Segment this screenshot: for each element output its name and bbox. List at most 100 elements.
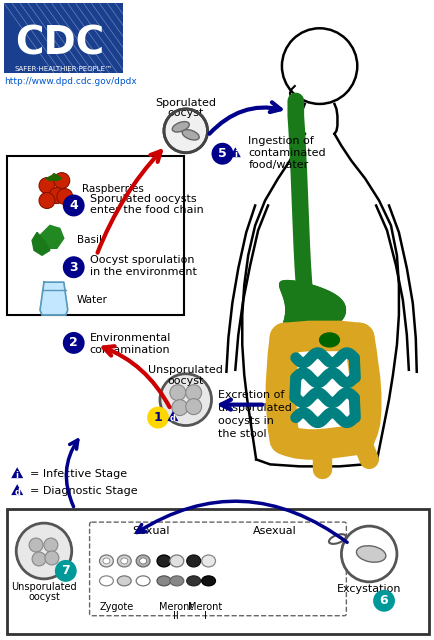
Text: Zygote: Zygote	[99, 602, 133, 612]
FancyBboxPatch shape	[7, 156, 183, 315]
Circle shape	[170, 385, 185, 401]
Polygon shape	[11, 484, 23, 495]
Polygon shape	[32, 232, 50, 255]
Text: = Diagnostic Stage: = Diagnostic Stage	[30, 486, 138, 496]
Circle shape	[16, 523, 72, 579]
Ellipse shape	[139, 558, 146, 564]
Text: Unsporulated: Unsporulated	[11, 582, 77, 592]
Circle shape	[160, 374, 211, 426]
Ellipse shape	[170, 576, 183, 586]
Text: Unsporulated: Unsporulated	[148, 365, 223, 375]
Circle shape	[281, 28, 356, 104]
Text: contamination: contamination	[89, 345, 170, 355]
Circle shape	[29, 538, 43, 552]
Text: Sporulated oocysts: Sporulated oocysts	[89, 193, 196, 204]
Text: i: i	[233, 150, 236, 159]
Text: oocyst: oocyst	[28, 592, 60, 602]
Text: Raspberries: Raspberries	[82, 184, 143, 193]
Text: Ingestion of: Ingestion of	[248, 136, 313, 146]
Text: Basil: Basil	[76, 236, 102, 245]
Circle shape	[45, 551, 59, 565]
Circle shape	[372, 590, 394, 612]
Ellipse shape	[117, 555, 131, 567]
Ellipse shape	[136, 576, 150, 586]
Text: Oocyst sporulation: Oocyst sporulation	[89, 255, 194, 265]
Polygon shape	[229, 147, 240, 157]
Text: oocyst: oocyst	[167, 376, 204, 386]
Ellipse shape	[157, 576, 171, 586]
FancyBboxPatch shape	[89, 522, 345, 616]
Circle shape	[147, 406, 168, 429]
Text: d: d	[169, 414, 175, 423]
Circle shape	[55, 560, 76, 582]
Text: Excystation: Excystation	[336, 584, 401, 594]
Circle shape	[62, 195, 85, 216]
Circle shape	[62, 332, 85, 354]
Ellipse shape	[328, 534, 345, 544]
Text: oocyst: oocyst	[167, 108, 204, 118]
Text: I: I	[204, 611, 207, 621]
Circle shape	[185, 385, 201, 401]
Circle shape	[171, 399, 187, 415]
Text: the stool: the stool	[218, 429, 266, 438]
Polygon shape	[279, 280, 345, 339]
Ellipse shape	[103, 558, 110, 564]
Text: Meront: Meront	[188, 602, 222, 612]
Text: 4: 4	[69, 199, 78, 212]
Polygon shape	[40, 225, 64, 248]
Text: food/water: food/water	[248, 159, 308, 170]
Circle shape	[44, 538, 58, 552]
Text: contaminated: contaminated	[248, 148, 325, 157]
Circle shape	[211, 143, 233, 164]
Text: = Infective Stage: = Infective Stage	[30, 469, 127, 479]
Ellipse shape	[182, 129, 199, 140]
Text: 7: 7	[61, 564, 70, 577]
Ellipse shape	[186, 555, 200, 567]
Circle shape	[39, 193, 55, 209]
Ellipse shape	[201, 576, 215, 586]
Text: 1: 1	[153, 411, 162, 424]
FancyBboxPatch shape	[4, 3, 123, 73]
Ellipse shape	[99, 555, 113, 567]
Text: II: II	[173, 611, 178, 621]
Text: 2: 2	[69, 337, 78, 349]
Text: d: d	[14, 488, 20, 497]
Text: in the environment: in the environment	[89, 268, 196, 277]
Ellipse shape	[170, 555, 183, 567]
Circle shape	[54, 173, 69, 189]
Text: Asexual: Asexual	[253, 526, 296, 536]
Text: Meront: Meront	[158, 602, 193, 612]
FancyBboxPatch shape	[7, 509, 427, 634]
Text: enter the food chain: enter the food chain	[89, 205, 203, 216]
Polygon shape	[11, 467, 23, 478]
Circle shape	[341, 526, 396, 582]
Ellipse shape	[186, 576, 200, 586]
Polygon shape	[40, 282, 68, 315]
Ellipse shape	[99, 576, 113, 586]
Ellipse shape	[121, 558, 128, 564]
Polygon shape	[46, 173, 62, 180]
Text: Environmental: Environmental	[89, 333, 171, 343]
Text: Sporulated: Sporulated	[155, 98, 216, 108]
Text: SAFER·HEALTHIER·PEOPLE™: SAFER·HEALTHIER·PEOPLE™	[15, 66, 112, 72]
Circle shape	[49, 188, 65, 204]
Polygon shape	[167, 411, 178, 421]
Text: Excretion of: Excretion of	[218, 390, 284, 399]
Circle shape	[39, 178, 55, 193]
Circle shape	[32, 552, 46, 566]
Text: i: i	[16, 471, 19, 480]
Text: CDC: CDC	[15, 24, 104, 62]
Ellipse shape	[136, 555, 150, 567]
Ellipse shape	[117, 576, 131, 586]
Ellipse shape	[355, 546, 385, 563]
Text: 3: 3	[69, 260, 78, 274]
Circle shape	[164, 109, 207, 153]
Text: 6: 6	[379, 595, 388, 607]
Text: Water: Water	[76, 295, 107, 305]
Ellipse shape	[201, 555, 215, 567]
Text: Sexual: Sexual	[132, 526, 169, 536]
Text: unsporulated: unsporulated	[218, 403, 292, 413]
Text: oocysts in: oocysts in	[218, 415, 274, 426]
Ellipse shape	[172, 122, 189, 132]
Ellipse shape	[319, 333, 339, 347]
